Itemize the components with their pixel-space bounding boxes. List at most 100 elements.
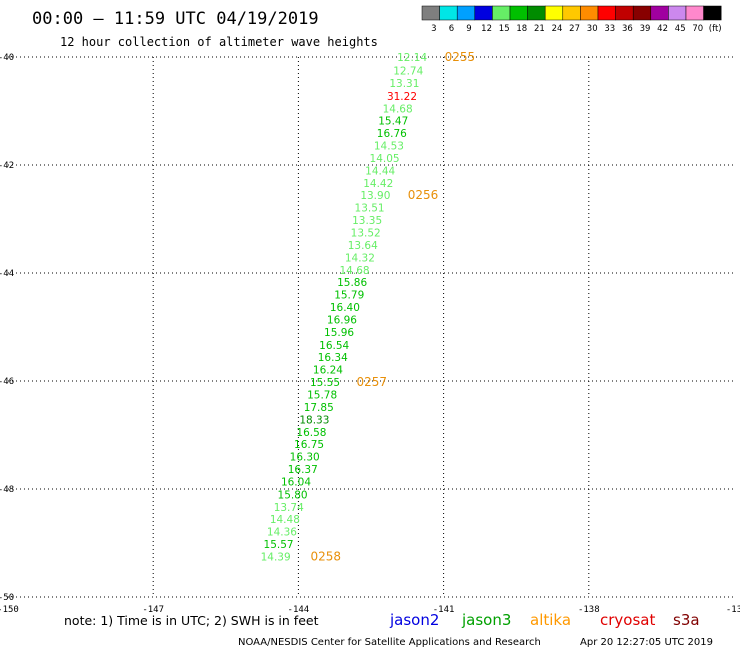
colorbar-label: 39 <box>640 24 651 34</box>
y-tick-label: -42 <box>0 161 14 171</box>
colorbar-swatch <box>562 5 581 21</box>
colorbar-label: 27 <box>569 24 580 34</box>
colorbar-swatch <box>615 5 634 21</box>
x-tick-label: -141 <box>433 605 455 615</box>
x-tick-label: -138 <box>578 605 600 615</box>
swh-value: 16.37 <box>288 464 318 476</box>
swh-value: 13.51 <box>355 203 385 215</box>
swh-value: 13.31 <box>389 78 419 90</box>
swh-value: 15.47 <box>378 116 408 128</box>
satellite-jason2: jason2 <box>389 611 439 629</box>
swh-value: 16.58 <box>296 427 326 439</box>
colorbar-label: 6 <box>449 24 454 34</box>
swh-value: 18.33 <box>299 414 329 426</box>
x-tick-label: -13 <box>726 605 740 615</box>
colorbar-swatch <box>703 5 722 21</box>
y-tick-label: -44 <box>0 269 14 279</box>
colorbar-label: 42 <box>657 24 668 34</box>
swh-value: 15.80 <box>278 489 308 501</box>
swh-value: 16.96 <box>327 314 357 326</box>
colorbar-label: 45 <box>675 24 686 34</box>
pass-time-labels: 0255 0256 0257 0258 <box>311 50 476 564</box>
swh-value: 14.68 <box>340 265 370 277</box>
swh-value: 14.44 <box>365 165 395 177</box>
swh-value: 14.53 <box>374 141 404 153</box>
swh-value: 14.36 <box>267 527 297 539</box>
pass-time-label: 0256 <box>408 188 439 202</box>
axis-ticks: -40 -42 -44 -46 -48 -50 -150 -147 -144 -141 -138 -1… <box>0 53 740 615</box>
colorbar-label: 3 <box>431 24 436 34</box>
chart-title: 00:00 – 11:59 UTC 04/19/2019 <box>32 9 319 29</box>
swh-value: 13.52 <box>351 228 381 240</box>
swh-value: 14.05 <box>370 153 400 165</box>
colorbar-swatch <box>439 5 458 21</box>
swh-value: 15.96 <box>324 327 354 339</box>
timestamp-text: Apr 20 12:27:05 UTC 2019 <box>580 637 713 648</box>
colorbar-label: 33 <box>604 24 615 34</box>
y-tick-label: -48 <box>0 485 14 495</box>
colorbar-swatch <box>632 5 652 21</box>
colorbar-label: 15 <box>499 24 510 34</box>
satellite-altika: altika <box>530 611 571 629</box>
swh-value: 16.54 <box>319 340 349 352</box>
swh-value: 15.57 <box>264 539 294 551</box>
swh-value: 31.22 <box>387 91 417 103</box>
swh-value: 16.40 <box>330 302 360 314</box>
credit-text: NOAA/NESDIS Center for Satellite Applica… <box>238 637 541 648</box>
colorbar-swatch <box>474 5 493 21</box>
swh-value: 16.30 <box>290 452 320 464</box>
colorbar-label: 24 <box>552 24 563 34</box>
colorbar-label: 18 <box>516 24 527 34</box>
swh-value: 13.64 <box>348 240 378 252</box>
colorbar-swatch <box>527 5 546 21</box>
colorbar-label: 12 <box>481 24 492 34</box>
y-tick-label: -40 <box>0 53 14 63</box>
colorbar-label: 9 <box>466 24 471 34</box>
y-tick-label: -46 <box>0 377 14 387</box>
swh-value: 15.78 <box>307 390 337 402</box>
satellite-jason3: jason3 <box>461 611 511 629</box>
colorbar-label: 36 <box>622 24 633 34</box>
color-legend: 3 6 9 12 15 18 21 24 27 30 33 36 39 42 45 70 (ft) <box>421 5 722 34</box>
swh-value: 12.14 <box>397 52 427 64</box>
swh-value: 14.68 <box>383 103 413 115</box>
x-tick-label: -150 <box>0 605 19 615</box>
swh-value: 14.48 <box>270 514 300 526</box>
colorbar-label: 30 <box>587 24 598 34</box>
swh-value: 16.24 <box>313 365 343 377</box>
colorbar-label: 21 <box>534 24 545 34</box>
colorbar-swatch <box>544 5 564 21</box>
colorbar-swatch <box>509 5 528 21</box>
swh-value: 13.90 <box>360 190 390 202</box>
pass-time-label: 0258 <box>311 550 342 564</box>
swh-value: 15.55 <box>310 377 340 389</box>
satellite-cryosat: cryosat <box>600 611 655 629</box>
swh-values: 12.1412.7413.3131.2214.6815.4716.7614.53… <box>261 52 428 564</box>
satellite-legend: jason2 jason3 altika cryosat s3a <box>389 611 700 629</box>
swh-value: 12.74 <box>393 66 423 78</box>
pass-time-label: 0257 <box>356 375 387 389</box>
chart-subtitle: 12 hour collection of altimeter wave hei… <box>60 35 378 49</box>
colorbar-swatch <box>597 5 616 21</box>
satellite-s3a: s3a <box>673 611 700 629</box>
colorbar-swatch <box>456 5 476 21</box>
swh-value: 14.42 <box>363 178 393 190</box>
swh-value: 16.04 <box>281 476 311 488</box>
grid-lines <box>8 56 734 598</box>
swh-value: 15.86 <box>337 277 367 289</box>
colorbar-swatch <box>421 5 440 21</box>
colorbar-swatch <box>685 5 704 21</box>
swh-value: 13.35 <box>352 215 382 227</box>
swh-value: 17.85 <box>304 402 334 414</box>
x-tick-label: -144 <box>288 605 310 615</box>
swh-value: 15.79 <box>334 290 364 302</box>
x-tick-label: -147 <box>142 605 164 615</box>
colorbar-swatch <box>668 5 687 21</box>
swh-value: 16.75 <box>294 439 324 451</box>
y-tick-label: -50 <box>0 593 14 603</box>
colorbar-swatch <box>650 5 669 21</box>
colorbar-swatch <box>580 5 599 21</box>
colorbar-swatch <box>492 5 511 21</box>
swh-value: 13.74 <box>274 502 304 514</box>
